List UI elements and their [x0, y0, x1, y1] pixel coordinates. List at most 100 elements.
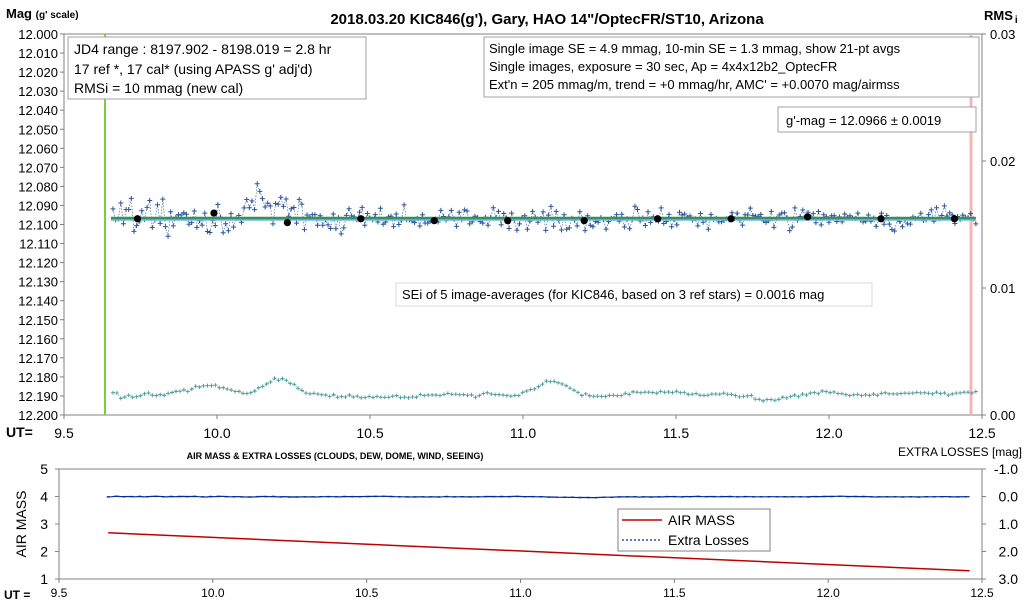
check-point — [662, 390, 667, 395]
top-y-tick-label: 12.160 — [18, 332, 58, 347]
check-point — [461, 392, 466, 397]
check-point — [796, 394, 801, 399]
check-point — [749, 393, 754, 398]
check-point — [166, 391, 171, 396]
target-point — [645, 209, 651, 215]
check-point — [390, 394, 395, 399]
check-point — [237, 389, 242, 394]
check-point — [891, 391, 896, 396]
target-point — [412, 220, 418, 226]
top-ut-label: UT= — [6, 424, 33, 440]
check-point — [493, 392, 498, 397]
target-point — [299, 201, 305, 207]
top-y-tick-label: 12.200 — [18, 408, 58, 423]
check-point — [824, 389, 829, 394]
target-point — [304, 212, 310, 218]
check-point — [441, 392, 446, 397]
check-point — [296, 386, 301, 391]
top-y-tick-label: 12.010 — [18, 46, 58, 61]
bottom-y2-tick-label: 2.0 — [999, 544, 1019, 560]
mean-mag-line — [110, 216, 976, 221]
info-box-left: JD4 range : 8197.902 - 8198.019 = 2.8 hr… — [67, 36, 367, 100]
check-point — [288, 381, 293, 386]
check-point — [737, 394, 742, 399]
target-point — [231, 224, 237, 230]
check-point — [327, 394, 332, 399]
average-point — [803, 213, 812, 221]
check-point — [682, 390, 687, 395]
check-point — [757, 397, 762, 402]
check-point — [571, 388, 576, 393]
target-point — [810, 211, 816, 217]
check-point — [965, 390, 970, 395]
target-point — [498, 222, 504, 228]
target-point — [747, 205, 753, 211]
check-point — [331, 392, 336, 397]
check-point — [154, 393, 159, 398]
target-point — [456, 209, 462, 215]
target-point — [619, 211, 625, 217]
check-point — [646, 390, 651, 395]
check-point — [122, 395, 127, 400]
target-point — [695, 223, 701, 229]
check-point — [753, 397, 758, 402]
target-point — [708, 211, 714, 217]
target-point — [842, 211, 848, 217]
target-point — [131, 228, 137, 234]
bottom-x-tick-label: 10.5 — [355, 586, 379, 600]
check-point — [792, 392, 797, 397]
target-point — [480, 220, 486, 226]
check-point — [804, 392, 809, 397]
check-point — [698, 393, 703, 398]
target-point — [506, 226, 512, 232]
check-point — [229, 388, 234, 393]
bottom-ut-label: UT = — [4, 588, 30, 602]
target-point — [425, 220, 431, 226]
info-right-line-2: Single images, exposure = 30 sec, Ap = 4… — [489, 59, 837, 74]
check-point — [311, 391, 316, 396]
check-point — [386, 395, 391, 400]
target-point — [186, 221, 192, 227]
bottom-y2-tick-label: 1.0 — [999, 516, 1019, 532]
check-point — [126, 393, 131, 398]
target-point — [627, 226, 633, 232]
top-y-tick-label: 12.050 — [18, 122, 58, 137]
target-point — [918, 210, 924, 216]
target-point — [496, 208, 502, 214]
target-point — [359, 204, 365, 210]
target-point — [865, 212, 871, 218]
check-point — [820, 388, 825, 393]
check-point — [969, 391, 974, 396]
check-point — [717, 392, 722, 397]
check-point — [438, 393, 443, 398]
target-point — [270, 221, 276, 227]
target-point — [776, 212, 782, 218]
check-series-line — [112, 377, 977, 402]
target-point — [275, 201, 281, 207]
check-point — [603, 394, 608, 399]
target-point — [661, 221, 667, 227]
check-point — [867, 393, 872, 398]
top-y-tick-label: 12.060 — [18, 141, 58, 156]
check-point — [832, 389, 837, 394]
check-point — [954, 391, 959, 396]
check-point — [162, 393, 167, 398]
check-point — [879, 391, 884, 396]
check-point — [733, 393, 738, 398]
target-point — [165, 233, 171, 239]
target-point — [873, 223, 879, 229]
target-point — [787, 228, 793, 234]
gmag-box: g'-mag = 12.0966 ± 0.0019 — [777, 106, 977, 133]
target-point — [705, 226, 711, 232]
target-point — [771, 224, 777, 230]
target-point — [183, 211, 189, 217]
target-series-line — [112, 183, 977, 237]
target-point — [262, 204, 268, 210]
check-point — [544, 378, 549, 383]
target-point — [338, 231, 344, 237]
target-point — [128, 195, 134, 201]
check-point — [835, 391, 840, 396]
target-point — [558, 227, 564, 233]
check-point — [611, 393, 616, 398]
